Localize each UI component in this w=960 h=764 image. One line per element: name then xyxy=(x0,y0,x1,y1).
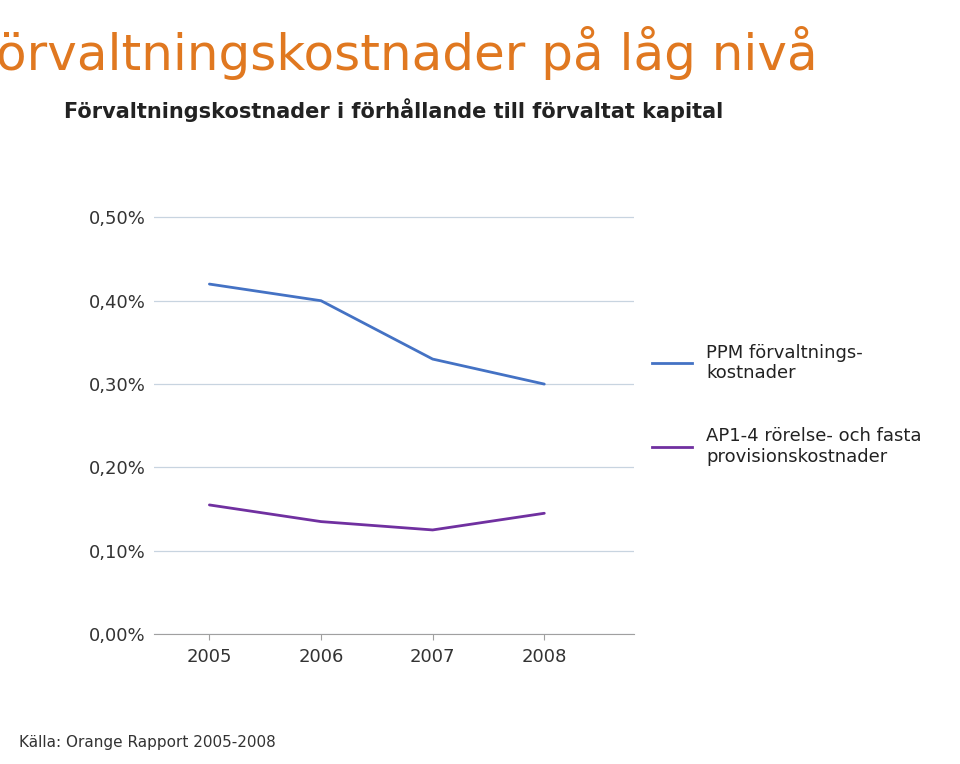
Legend: PPM förvaltnings-
kostnader, AP1-4 rörelse- och fasta
provisionskostnader: PPM förvaltnings- kostnader, AP1-4 rörel… xyxy=(652,344,922,466)
Text: Förvaltningskostnader i förhållande till förvaltat kapital: Förvaltningskostnader i förhållande till… xyxy=(64,99,723,122)
Text: Källa: Orange Rapport 2005-2008: Källa: Orange Rapport 2005-2008 xyxy=(19,735,276,750)
Text: Förvaltningskostnader på låg nivå: Förvaltningskostnader på låg nivå xyxy=(0,26,818,80)
